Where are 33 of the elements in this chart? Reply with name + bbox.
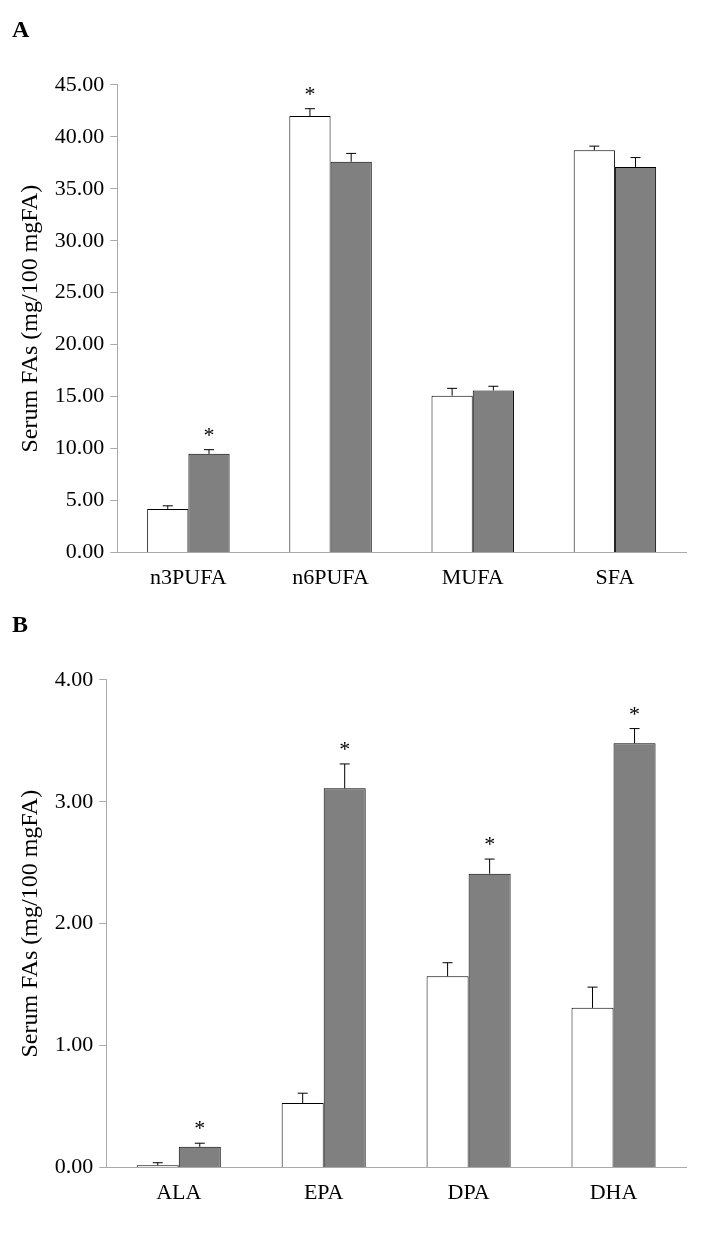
x-tick-label: DHA — [589, 1178, 638, 1204]
x-tick-label: DPA — [447, 1178, 490, 1204]
y-tick-label: 40.00 — [54, 122, 105, 148]
y-tick-label: 20.00 — [54, 330, 105, 356]
data-label: * — [629, 700, 641, 726]
y-tick-label: 15.00 — [54, 382, 105, 408]
y-tick-label: 3.00 — [54, 787, 94, 813]
y-tick-label: 0.00 — [65, 538, 105, 564]
y-tick-label: 25.00 — [54, 278, 105, 304]
y-tick-label: 35.00 — [54, 174, 105, 200]
data-label: * — [339, 735, 351, 761]
x-tick-label: SFA — [595, 563, 635, 589]
y-tick-label: 0.00 — [54, 1153, 94, 1179]
y-axis-title: Serum FAs (mg/100 mgFA) — [15, 184, 42, 453]
x-tick-label: n3PUFA — [150, 563, 227, 589]
x-tick-label: MUFA — [441, 563, 504, 589]
y-tick-label: 30.00 — [54, 226, 105, 252]
data-label: * — [194, 1115, 206, 1141]
y-tick-label: 4.00 — [54, 665, 94, 691]
data-label: * — [484, 831, 496, 857]
data-label: * — [304, 80, 316, 106]
y-tick-label: 10.00 — [54, 434, 105, 460]
chart-title: B — [12, 610, 29, 637]
y-tick-label: 5.00 — [65, 486, 105, 512]
data-label: * — [203, 421, 215, 447]
x-tick-label: EPA — [303, 1178, 344, 1204]
x-tick-label: ALA — [156, 1178, 202, 1204]
y-tick-label: 2.00 — [54, 909, 94, 935]
y-axis-title: Serum FAs (mg/100 mgFA) — [15, 789, 42, 1058]
x-tick-label: n6PUFA — [292, 563, 369, 589]
y-tick-label: 45.00 — [54, 70, 105, 96]
y-tick-label: 1.00 — [54, 1031, 94, 1057]
chart-title: A — [12, 15, 30, 42]
